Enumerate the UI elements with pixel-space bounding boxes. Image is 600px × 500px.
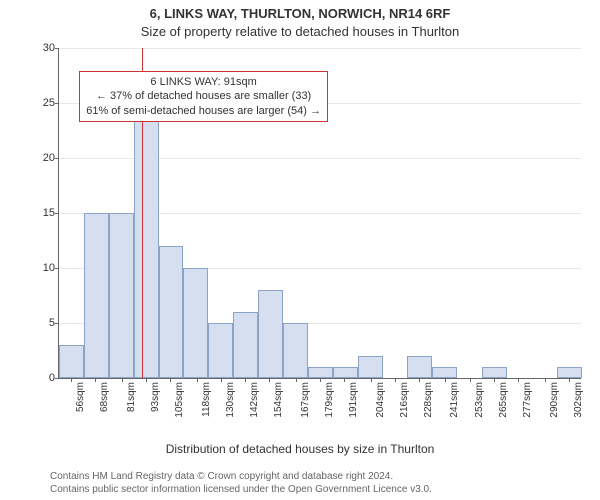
ytick-label: 25 — [31, 97, 55, 109]
xtick-label: 130sqm — [225, 382, 236, 432]
xtick-mark — [344, 378, 345, 382]
xtick-label: 142sqm — [249, 382, 260, 432]
xtick-label: 265sqm — [498, 382, 509, 432]
ytick-mark — [55, 378, 59, 379]
ytick-label: 15 — [31, 207, 55, 219]
xtick-label: 118sqm — [201, 382, 212, 432]
ytick-mark — [55, 213, 59, 214]
page-title: 6, LINKS WAY, THURLTON, NORWICH, NR14 6R… — [0, 6, 600, 21]
histogram-bar — [159, 246, 184, 378]
grid-line — [59, 48, 581, 49]
histogram-bar — [134, 81, 159, 378]
xtick-mark — [569, 378, 570, 382]
xtick-mark — [221, 378, 222, 382]
annotation-line: 61% of semi-detached houses are larger (… — [86, 104, 321, 118]
xtick-mark — [320, 378, 321, 382]
xtick-mark — [197, 378, 198, 382]
xtick-mark — [518, 378, 519, 382]
ytick-mark — [55, 158, 59, 159]
ytick-label: 20 — [31, 152, 55, 164]
xtick-label: 167sqm — [300, 382, 311, 432]
ytick-mark — [55, 103, 59, 104]
xtick-label: 241sqm — [449, 382, 460, 432]
xtick-label: 179sqm — [324, 382, 335, 432]
xtick-label: 253sqm — [474, 382, 485, 432]
attribution-footer: Contains HM Land Registry data © Crown c… — [50, 470, 590, 496]
xtick-mark — [395, 378, 396, 382]
xtick-mark — [122, 378, 123, 382]
xtick-mark — [494, 378, 495, 382]
x-axis-label: Distribution of detached houses by size … — [0, 442, 600, 456]
ytick-label: 0 — [31, 372, 55, 384]
histogram-bar — [183, 268, 208, 378]
xtick-label: 56sqm — [75, 382, 86, 432]
histogram-bar — [233, 312, 258, 378]
xtick-label: 277sqm — [522, 382, 533, 432]
xtick-mark — [419, 378, 420, 382]
footer-line-2: Contains public sector information licen… — [50, 483, 590, 496]
histogram-bar — [358, 356, 383, 378]
xtick-label: 216sqm — [399, 382, 410, 432]
subtitle: Size of property relative to detached ho… — [0, 24, 600, 39]
xtick-label: 204sqm — [375, 382, 386, 432]
histogram-bar — [557, 367, 582, 378]
ytick-mark — [55, 48, 59, 49]
xtick-mark — [245, 378, 246, 382]
annotation-line: 6 LINKS WAY: 91sqm — [86, 75, 321, 89]
xtick-label: 290sqm — [549, 382, 560, 432]
annotation-line: ← 37% of detached houses are smaller (33… — [86, 89, 321, 103]
annotation-box: 6 LINKS WAY: 91sqm← 37% of detached hous… — [79, 71, 328, 122]
xtick-label: 191sqm — [348, 382, 359, 432]
ytick-label: 30 — [31, 42, 55, 54]
xtick-label: 154sqm — [273, 382, 284, 432]
xtick-mark — [146, 378, 147, 382]
histogram-bar — [208, 323, 233, 378]
histogram-plot: 05101520253056sqm68sqm81sqm93sqm105sqm11… — [58, 48, 581, 379]
histogram-bar — [258, 290, 283, 378]
histogram-bar — [333, 367, 358, 378]
xtick-label: 68sqm — [99, 382, 110, 432]
xtick-mark — [95, 378, 96, 382]
xtick-mark — [470, 378, 471, 382]
xtick-mark — [71, 378, 72, 382]
footer-line-1: Contains HM Land Registry data © Crown c… — [50, 470, 590, 483]
xtick-label: 228sqm — [423, 382, 434, 432]
xtick-label: 93sqm — [150, 382, 161, 432]
histogram-bar — [482, 367, 507, 378]
xtick-label: 302sqm — [573, 382, 584, 432]
xtick-mark — [170, 378, 171, 382]
xtick-mark — [371, 378, 372, 382]
histogram-bar — [283, 323, 308, 378]
histogram-bar — [109, 213, 134, 378]
ytick-label: 10 — [31, 262, 55, 274]
ytick-mark — [55, 323, 59, 324]
histogram-bar — [59, 345, 84, 378]
xtick-mark — [445, 378, 446, 382]
xtick-mark — [269, 378, 270, 382]
xtick-mark — [545, 378, 546, 382]
histogram-bar — [308, 367, 333, 378]
xtick-label: 105sqm — [174, 382, 185, 432]
xtick-label: 81sqm — [126, 382, 137, 432]
histogram-bar — [432, 367, 457, 378]
histogram-bar — [84, 213, 109, 378]
xtick-mark — [296, 378, 297, 382]
ytick-mark — [55, 268, 59, 269]
histogram-bar — [407, 356, 432, 378]
ytick-label: 5 — [31, 317, 55, 329]
